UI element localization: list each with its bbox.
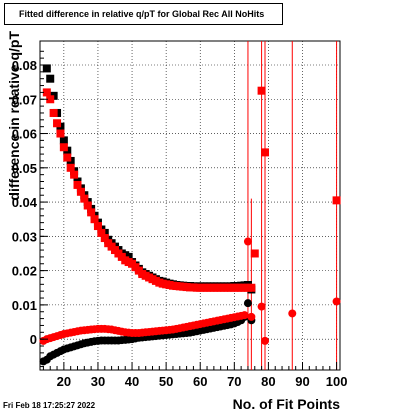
grid: [40, 41, 340, 370]
timestamp: Fri Feb 18 17:25:27 2022: [3, 401, 96, 410]
x-tick-label: 40: [125, 374, 139, 389]
data-point-square: [46, 74, 55, 83]
data-point-square: [56, 129, 65, 138]
y-tick-label: 0.06: [12, 127, 37, 142]
data-point-square: [49, 108, 58, 117]
data-point-circle: [257, 302, 266, 311]
x-axis-label: No. of Fit Points: [232, 396, 340, 412]
data-point-square: [80, 194, 89, 203]
data-point-square: [53, 119, 62, 128]
x-tick-label: 30: [91, 374, 105, 389]
data-point-circle: [247, 312, 256, 321]
data-point-circle: [288, 309, 297, 318]
data-point-circle: [240, 311, 249, 320]
data-point-circle: [332, 297, 341, 306]
data-point-square: [59, 143, 68, 152]
data-point-square: [66, 163, 75, 172]
y-tick-label: 0.01: [12, 298, 37, 313]
data-point-square: [59, 136, 68, 145]
data-point-square: [63, 153, 72, 162]
x-tick-label: 50: [159, 374, 173, 389]
data-point-square: [100, 234, 109, 243]
data-points: [39, 64, 341, 366]
y-tick-label: 0.07: [12, 92, 37, 107]
data-point-circle: [261, 336, 269, 345]
y-tick-label: 0.02: [12, 264, 37, 279]
y-tick-label: 0.04: [12, 195, 38, 210]
x-tick-label: 20: [57, 374, 71, 389]
y-tick-label: 0.03: [12, 229, 37, 244]
x-tick-label: 80: [261, 374, 275, 389]
data-point-square: [247, 283, 256, 292]
y-tick-label: 0.05: [12, 161, 37, 176]
data-point-square: [93, 222, 102, 231]
data-point-square: [87, 208, 96, 217]
x-tick-label: 70: [227, 374, 241, 389]
x-tick-label: 60: [193, 374, 207, 389]
data-point-square: [73, 180, 82, 189]
axis-ticks: 20 30 40 50 60 70 80 90 100 0 0.01 0.02 0.03 0.04 0.05…: [12, 50, 348, 389]
data-point-square: [261, 148, 269, 157]
data-point-square: [97, 228, 106, 237]
y-axis-label: difference in relative q/pT: [6, 31, 22, 201]
y-tick-label: 0: [30, 332, 37, 347]
data-point-square: [83, 201, 92, 210]
x-tick-label: 90: [295, 374, 309, 389]
y-tick-label: 0.08: [12, 58, 37, 73]
data-point-square: [42, 88, 51, 97]
data-point-circle: [243, 299, 252, 308]
data-point-square: [42, 64, 51, 73]
chart-title: Fitted difference in relative q/pT for G…: [4, 3, 283, 25]
data-point-square: [76, 187, 85, 196]
data-point-square: [257, 86, 266, 95]
x-tick-label: 100: [326, 374, 348, 389]
data-point-square: [90, 215, 99, 224]
data-point-square: [332, 196, 341, 205]
data-point-square: [250, 249, 259, 258]
data-point-square: [46, 95, 55, 104]
data-point-circle: [243, 237, 252, 246]
data-point-square: [70, 170, 79, 179]
